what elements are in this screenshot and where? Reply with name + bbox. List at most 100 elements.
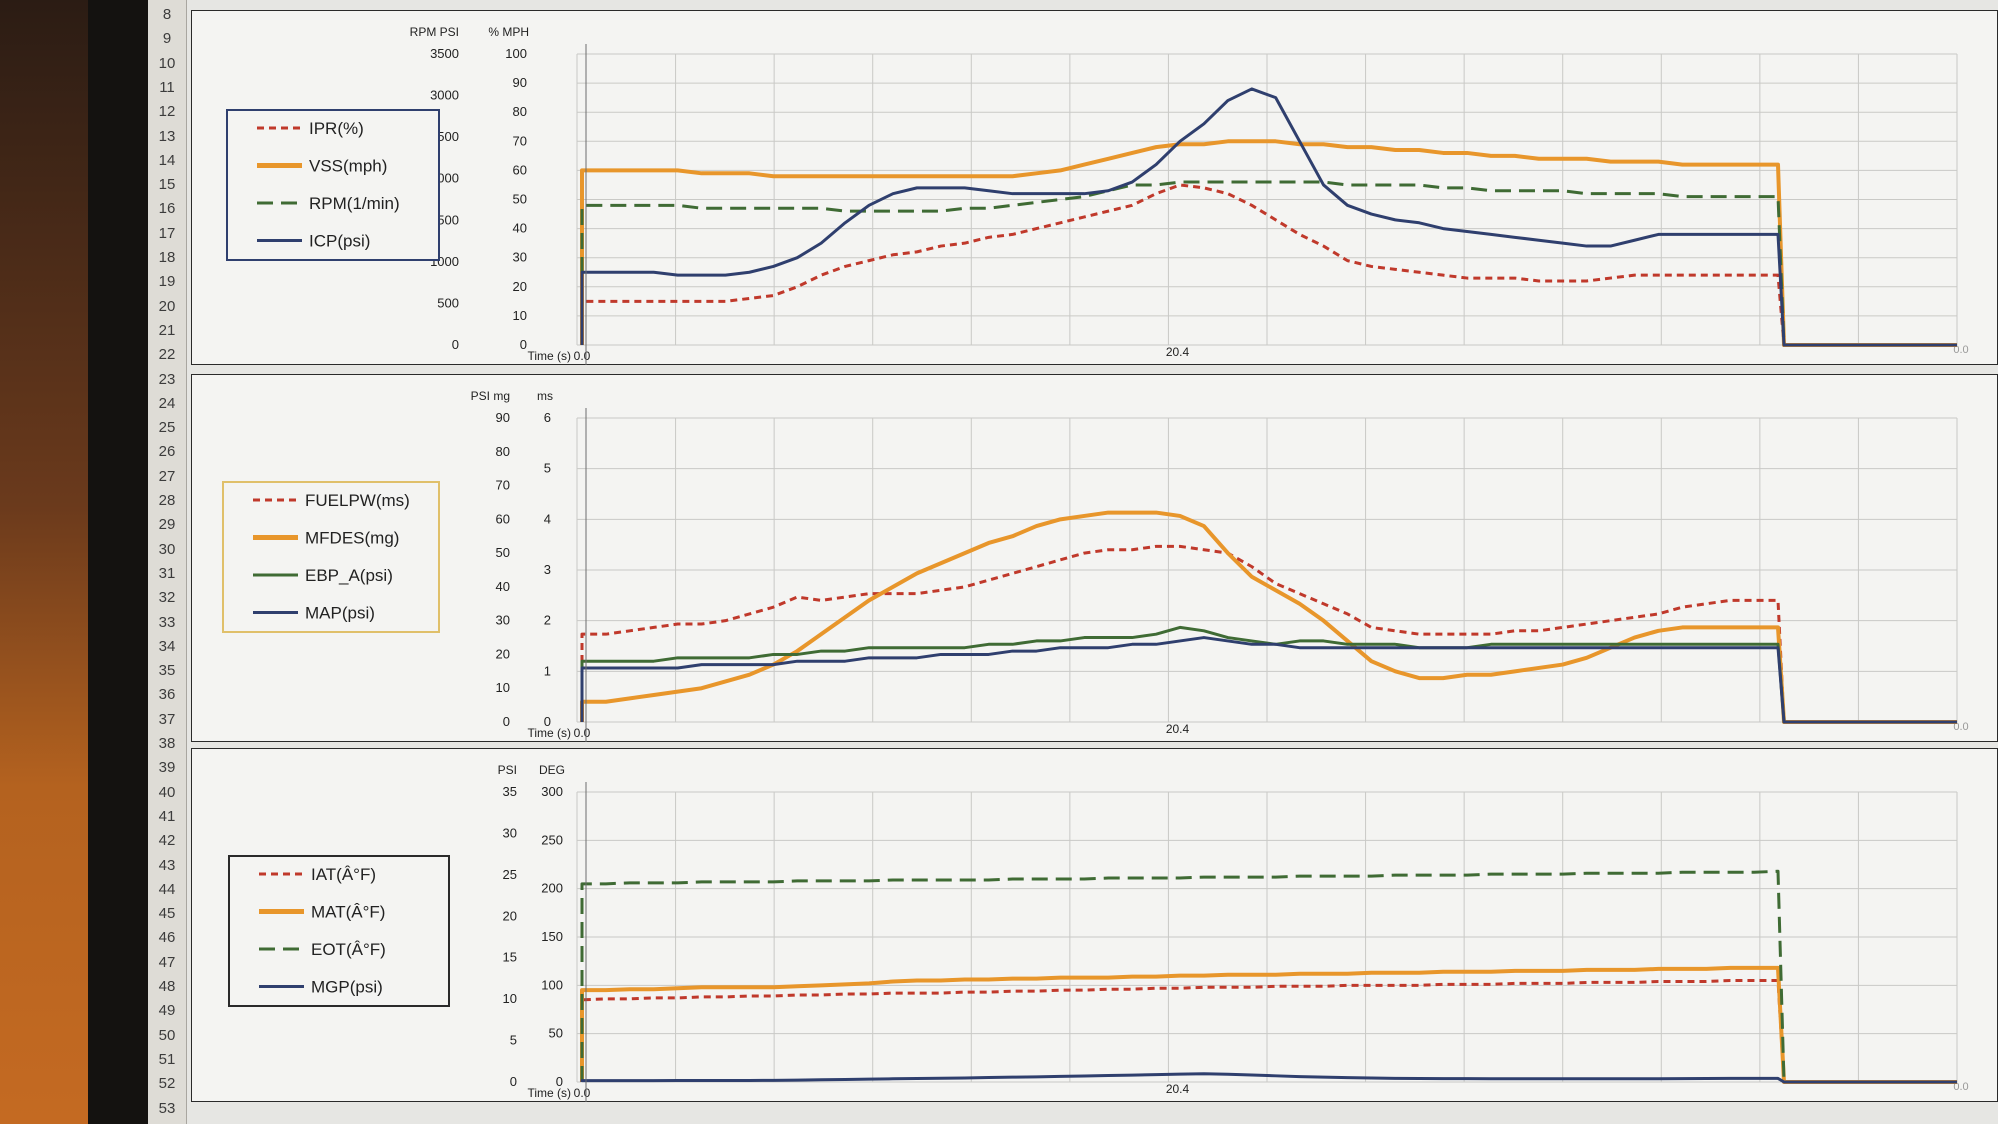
row-number[interactable]: 24: [158, 394, 176, 412]
y-axis-title-left: PSI: [498, 763, 517, 777]
y-tick-label-right: 200: [541, 881, 563, 896]
y-tick-label-right: 70: [513, 133, 527, 148]
y-tick-label-right: 50: [549, 1026, 563, 1041]
legend-label: VSS(mph): [309, 157, 387, 176]
chart-temps-mgp[interactable]: 0 5 10 15 20 25 30 35 0 50 100 150 200 250 300 PSI DEG Ti…: [191, 748, 1998, 1102]
y-tick-label-left: 80: [496, 444, 510, 459]
row-number[interactable]: 19: [158, 273, 176, 291]
y-tick-label-left: 30: [503, 825, 517, 840]
y-tick-label-right: 3: [544, 562, 551, 577]
y-tick-label-right: 2: [544, 613, 551, 628]
y-tick-label-left: 0: [452, 337, 459, 352]
y-tick-label-right: 150: [541, 929, 563, 944]
row-number[interactable]: 49: [158, 1002, 176, 1020]
y-tick-label-left: 3500: [430, 46, 459, 61]
x-tick-label: 0.0: [574, 349, 591, 363]
legend-label: EBP_A(psi): [305, 566, 393, 585]
chart-frame: [191, 374, 1998, 742]
y-tick-label-right: 60: [513, 162, 527, 177]
chart-frame: [191, 10, 1998, 365]
chart-rpm-vss-icp[interactable]: 0500100015002000250030003500010203040506…: [191, 10, 1998, 365]
row-number[interactable]: 33: [158, 613, 176, 631]
row-number[interactable]: 17: [158, 224, 176, 242]
x-tick-label: 0.0: [1953, 344, 1968, 356]
y-axis-title-left: PSI mg: [471, 389, 510, 403]
row-number[interactable]: 35: [158, 662, 176, 680]
row-number[interactable]: 41: [158, 807, 176, 825]
y-tick-label-left: 30: [496, 613, 510, 628]
row-number[interactable]: 38: [158, 735, 176, 752]
row-number[interactable]: 52: [158, 1075, 176, 1093]
y-tick-label-right: 0: [544, 714, 551, 729]
series-line-1: [580, 979, 1957, 1084]
y-tick-label-left: 60: [496, 511, 510, 526]
row-number[interactable]: 16: [158, 200, 176, 218]
row-number[interactable]: 13: [158, 127, 176, 145]
y-tick-label-left: 10: [503, 991, 517, 1006]
y-tick-label-right: 6: [544, 410, 551, 425]
y-axis-title-right: % MPH: [488, 25, 529, 39]
x-axis-title: Time (s): [527, 1086, 571, 1100]
row-number[interactable]: 34: [158, 637, 176, 655]
row-number[interactable]: 44: [158, 880, 176, 898]
row-number[interactable]: 18: [158, 249, 176, 266]
row-number[interactable]: 27: [158, 467, 176, 485]
row-number[interactable]: 11: [159, 78, 175, 96]
row-number[interactable]: 9: [162, 30, 172, 48]
row-number[interactable]: 21: [158, 321, 176, 339]
row-number[interactable]: 28: [158, 492, 176, 509]
row-number[interactable]: 14: [158, 151, 176, 169]
row-number[interactable]: 25: [158, 419, 176, 437]
x-tick-label: 20.4: [1166, 1082, 1190, 1096]
row-number[interactable]: 29: [158, 516, 176, 534]
x-axis-title: Time (s): [527, 349, 571, 363]
series-line-3: [580, 869, 1957, 1084]
row-number[interactable]: 45: [158, 905, 176, 923]
row-number[interactable]: 37: [158, 710, 176, 728]
row-number[interactable]: 20: [158, 297, 176, 315]
spreadsheet-area: 0 500 1000 1500 2000 2500 3000 3500 0 10 20 30 40 50 6…: [187, 0, 1998, 1124]
row-number[interactable]: 26: [158, 443, 176, 461]
series-line-4: [580, 636, 1957, 724]
row-number[interactable]: 31: [158, 564, 176, 582]
row-number[interactable]: 51: [158, 1050, 176, 1068]
y-tick-label-right: 10: [513, 308, 527, 323]
y-tick-label-right: 100: [505, 46, 527, 61]
row-number[interactable]: 47: [158, 953, 176, 971]
row-number[interactable]: 12: [158, 103, 176, 121]
row-number[interactable]: 36: [158, 686, 176, 704]
y-tick-label-left: 0: [510, 1074, 517, 1089]
y-tick-label-left: 10: [496, 680, 510, 695]
row-number[interactable]: 46: [158, 929, 176, 947]
chart-fuel-mfdes-map[interactable]: 0 10 20 30 40 50 60 70 80 90 0 1 2 3 4 5 6 PSI mg ms Time (…: [191, 374, 1998, 742]
row-number[interactable]: 40: [158, 783, 176, 801]
row-number[interactable]: 50: [158, 1026, 176, 1044]
row-number[interactable]: 39: [158, 759, 176, 777]
row-number[interactable]: 10: [158, 54, 176, 72]
spreadsheet-row-headers[interactable]: 8 9 10 11 12 13 14 15 16 17 18 19 20 21 22 23 24 25 26 27 28…: [148, 0, 187, 1124]
legend-label: MFDES(mg): [305, 529, 399, 548]
row-number[interactable]: 22: [158, 346, 176, 364]
row-number[interactable]: 43: [158, 856, 176, 874]
x-tick-label: 20.4: [1166, 345, 1190, 359]
row-number[interactable]: 23: [158, 370, 176, 388]
legend-box: [222, 481, 440, 633]
series-line-2: [580, 139, 1957, 347]
x-tick-label: 20.4: [1166, 722, 1190, 736]
row-number[interactable]: 15: [158, 176, 176, 194]
series-line-2: [580, 510, 1957, 724]
y-tick-label-left: 25: [503, 867, 517, 882]
x-tick-label: 0.0: [574, 726, 591, 740]
legend-box: [228, 855, 450, 1007]
y-tick-label-right: 300: [541, 784, 563, 799]
row-number[interactable]: 32: [158, 589, 176, 607]
y-tick-label-left: 90: [496, 410, 510, 425]
row-number[interactable]: 30: [158, 540, 176, 558]
row-number[interactable]: 42: [158, 832, 176, 850]
row-number[interactable]: 53: [158, 1099, 176, 1117]
row-number[interactable]: 48: [158, 978, 176, 995]
row-number[interactable]: 8: [162, 6, 172, 23]
y-tick-label-right: 250: [541, 832, 563, 847]
y-tick-label-left: 3000: [430, 88, 459, 103]
y-tick-label-right: 100: [541, 977, 563, 992]
